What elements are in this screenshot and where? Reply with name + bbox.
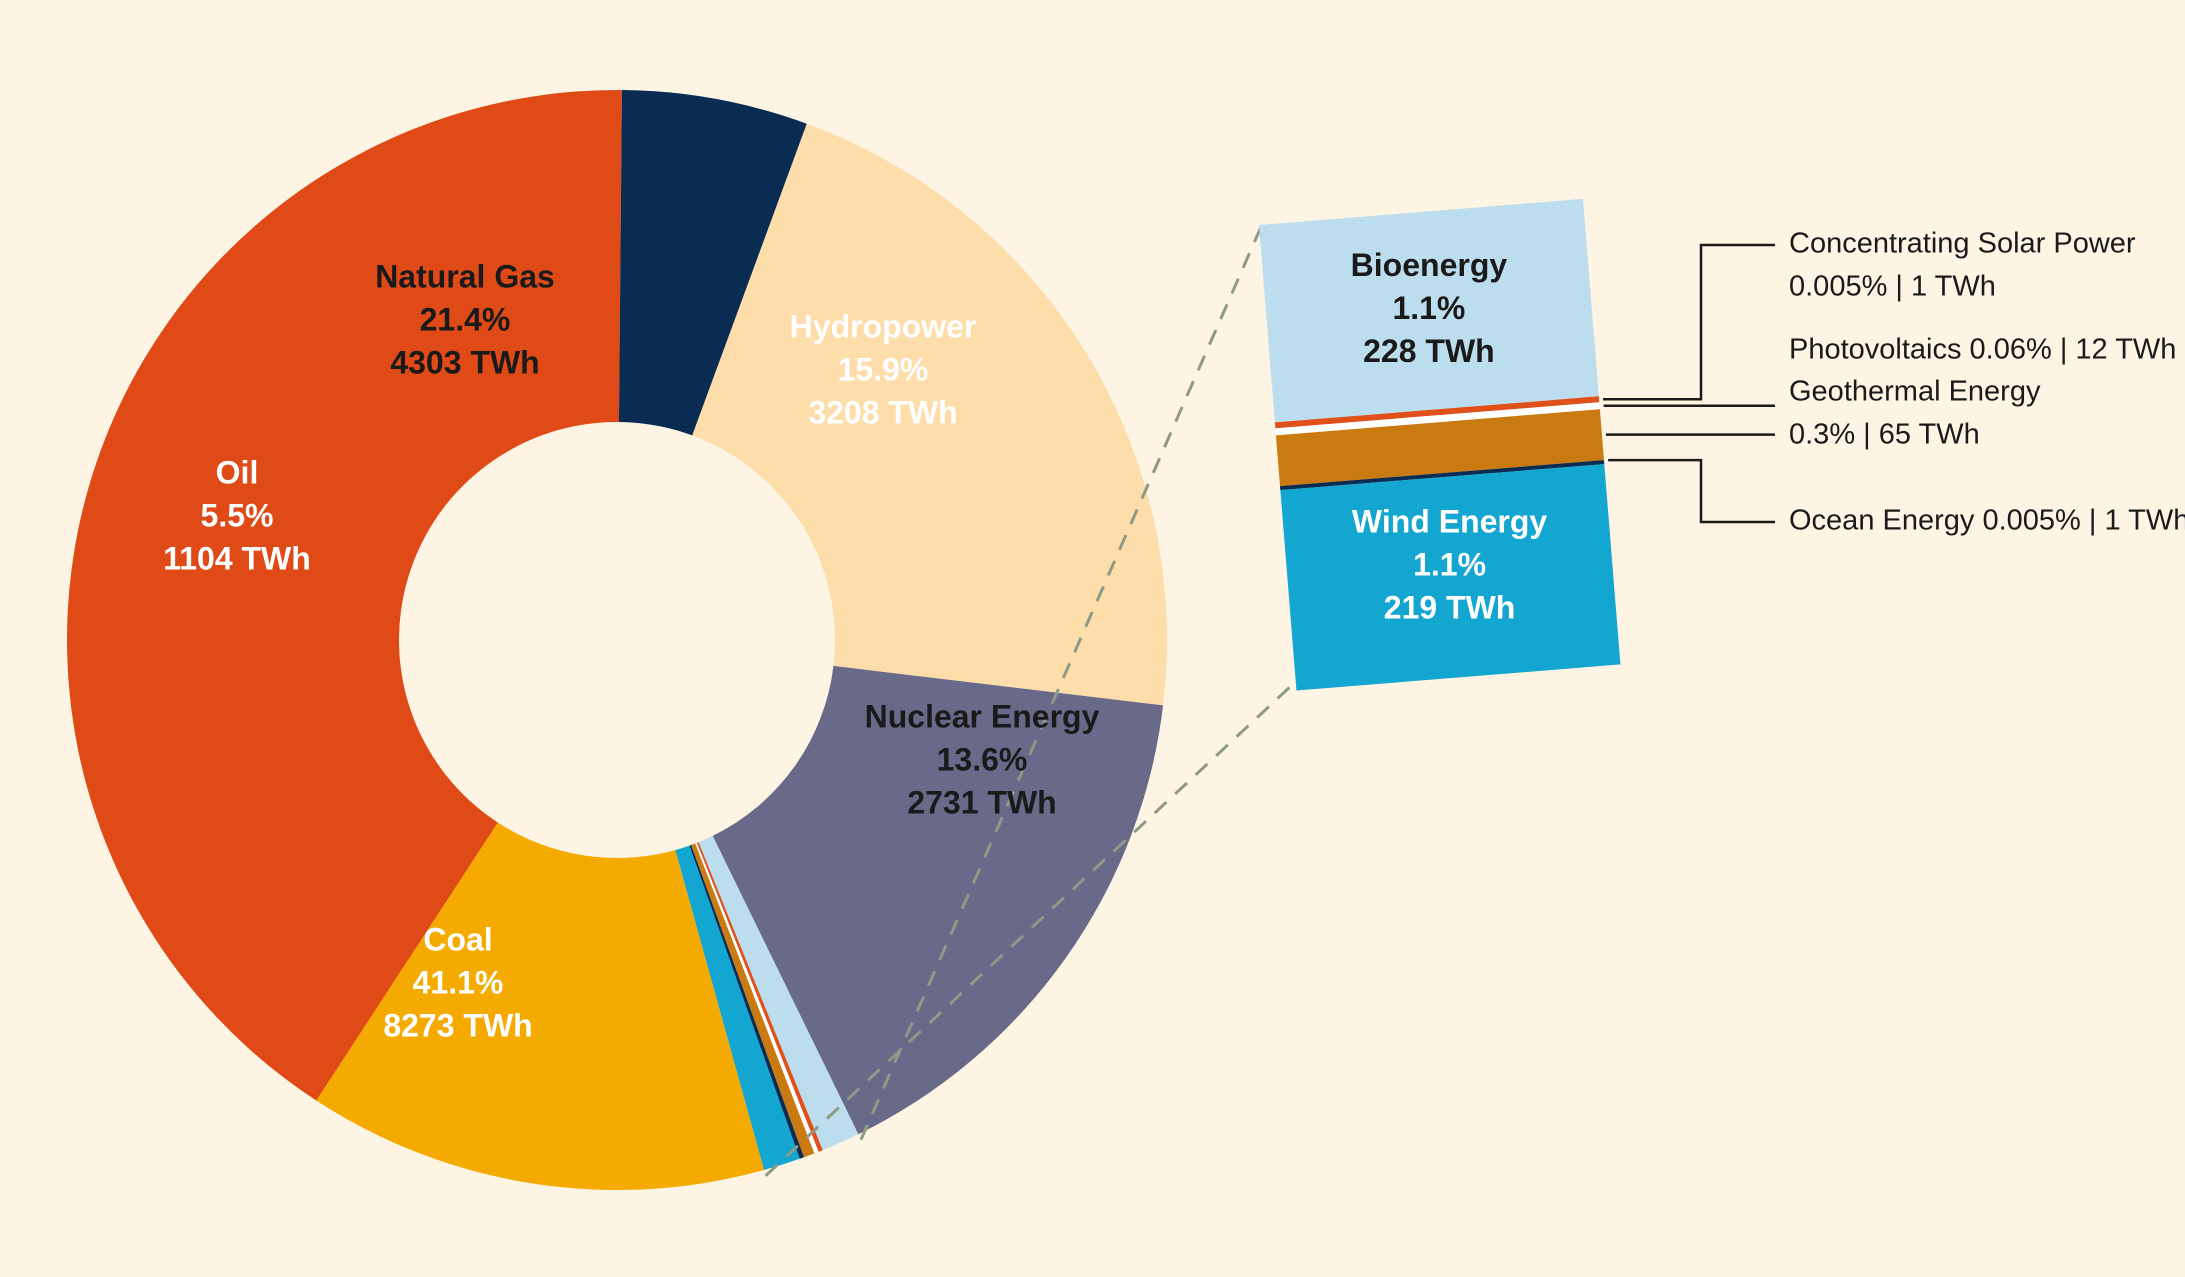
annotation-text: Photovoltaics 0.06% | 12 TWh: [1789, 334, 2176, 366]
annotation-photovoltaics: Photovoltaics 0.06% | 12 TWh: [1603, 334, 2176, 408]
annotation-concentrating-solar-power: Concentrating Solar Power 0.005% | 1 TWh: [1603, 228, 2136, 401]
slice-name: Wind Energy: [1352, 504, 1547, 540]
zoom-band-wind-energy: [1280, 464, 1621, 691]
annotation-ocean-energy: Ocean Energy 0.005% | 1 TWh: [1608, 458, 2185, 537]
label-coal: Coal 41.1% 8273 TWh: [383, 921, 532, 1043]
slice-coal: [66, 89, 622, 1101]
slice-value: 4303 TWh: [390, 344, 539, 380]
leader-line: [1608, 458, 1775, 524]
label-nuclear-energy: Nuclear Energy 13.6% 2731 TWh: [865, 698, 1100, 820]
zoom-label-wind-energy: Wind Energy 1.1% 219 TWh: [1352, 504, 1547, 626]
connector-line-bottom: [764, 685, 1292, 1177]
slice-value: 3208 TWh: [808, 394, 957, 430]
slice-percent: 1.1%: [1413, 547, 1486, 583]
slice-name: Coal: [423, 921, 492, 957]
label-oil: Oil 5.5% 1104 TWh: [163, 454, 311, 576]
slice-name: Nuclear Energy: [865, 698, 1100, 734]
slice-value: 2731 TWh: [907, 784, 1056, 820]
zoom-band-photovoltaics: [1275, 402, 1600, 436]
slice-concentrating-solar-power: [696, 842, 823, 1152]
annotation-text: Geothermal Energy: [1789, 376, 2041, 408]
zoom-detail-bar: [1259, 198, 1621, 691]
slice-hydropower: [712, 665, 1164, 1135]
slice-wind-energy: [675, 845, 800, 1170]
slice-name: Natural Gas: [375, 258, 555, 294]
slice-geothermal-energy: [691, 843, 815, 1158]
slice-percent: 21.4%: [420, 301, 511, 337]
slice-value: 219 TWh: [1384, 590, 1516, 626]
zoom-band-concentrating-solar-power: [1274, 396, 1600, 429]
slice-percent: 5.5%: [201, 497, 274, 533]
annotation-text: Concentrating Solar Power: [1789, 228, 2136, 260]
slice-value: 8273 TWh: [383, 1007, 532, 1043]
annotation-geothermal-energy: Geothermal Energy 0.3% | 65 TWh: [1605, 376, 2041, 451]
annotation-text: 0.3% | 65 TWh: [1789, 419, 1980, 451]
zoom-band-ocean-energy: [1280, 460, 1605, 491]
annotation-text: 0.005% | 1 TWh: [1789, 271, 1996, 303]
slice-percent: 15.9%: [838, 351, 929, 387]
donut-chart: [66, 89, 1168, 1190]
zoom-annotations: Concentrating Solar Power 0.005% | 1 TWh P…: [1603, 228, 2185, 537]
slice-nuclear-energy: [316, 822, 765, 1190]
slice-percent: 1.1%: [1392, 290, 1465, 326]
slice-photovoltaics: [695, 842, 819, 1154]
slice-natural-gas: [692, 123, 1168, 706]
zoom-connector-lines: [764, 226, 1292, 1177]
slice-ocean-energy: [689, 845, 804, 1159]
slice-name: Hydropower: [790, 308, 977, 344]
slice-percent: 13.6%: [937, 741, 1028, 777]
label-natural-gas: Natural Gas 21.4% 4303 TWh: [375, 258, 555, 380]
zoom-label-bioenergy: Bioenergy 1.1% 228 TWh: [1351, 247, 1508, 369]
slice-value: 1104 TWh: [163, 540, 311, 576]
leader-line: [1603, 243, 1775, 401]
label-hydropower: Hydropower 15.9% 3208 TWh: [790, 308, 977, 430]
annotation-text: Ocean Energy 0.005% | 1 TWh: [1789, 505, 2185, 537]
slice-name: Bioenergy: [1351, 247, 1508, 283]
slice-oil: [618, 90, 807, 436]
slice-value: 228 TWh: [1363, 333, 1495, 369]
zoom-band-geothermal-energy: [1275, 409, 1604, 487]
slice-labels: Natural Gas 21.4% 4303 TWh Hydropower 15.9% 3…: [163, 247, 1547, 1043]
zoom-band-bioenergy: [1259, 198, 1599, 423]
slice-name: Oil: [216, 454, 259, 490]
slice-bioenergy: [698, 835, 859, 1151]
slice-percent: 41.1%: [413, 964, 504, 1000]
